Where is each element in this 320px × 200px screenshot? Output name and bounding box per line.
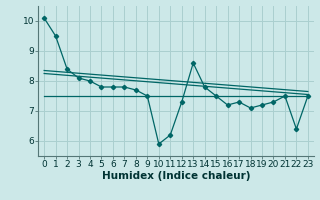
X-axis label: Humidex (Indice chaleur): Humidex (Indice chaleur): [102, 171, 250, 181]
